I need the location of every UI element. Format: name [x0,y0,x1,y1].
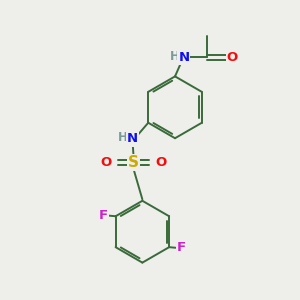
Text: H: H [118,131,128,144]
Text: O: O [227,51,238,64]
Text: F: F [177,241,186,254]
Text: N: N [178,51,189,64]
Text: F: F [99,209,108,222]
Text: S: S [128,155,139,170]
Text: H: H [169,50,179,63]
Text: N: N [127,133,138,146]
Text: O: O [156,156,167,169]
Text: O: O [100,156,112,169]
